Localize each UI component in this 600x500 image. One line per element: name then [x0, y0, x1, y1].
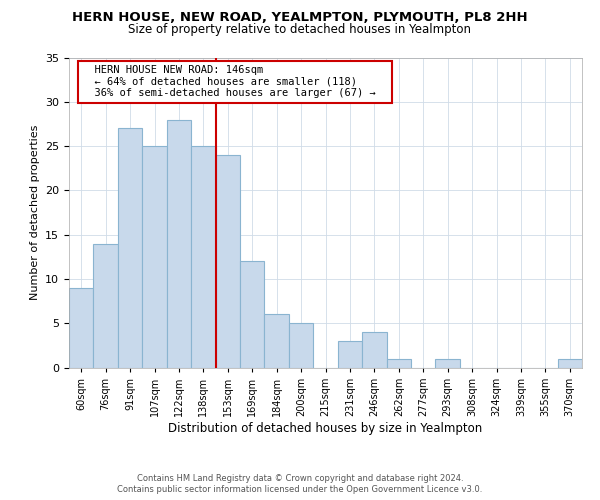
Text: HERN HOUSE, NEW ROAD, YEALMPTON, PLYMOUTH, PL8 2HH: HERN HOUSE, NEW ROAD, YEALMPTON, PLYMOUT…	[72, 11, 528, 24]
Bar	[142, 146, 167, 368]
X-axis label: Distribution of detached houses by size in Yealmpton: Distribution of detached houses by size …	[169, 422, 482, 434]
Text: Size of property relative to detached houses in Yealmpton: Size of property relative to detached ho…	[128, 24, 472, 36]
Bar	[69, 288, 94, 368]
Bar	[362, 332, 386, 368]
Text: Contains HM Land Registry data © Crown copyright and database right 2024.
Contai: Contains HM Land Registry data © Crown c…	[118, 474, 482, 494]
Bar	[94, 244, 118, 368]
Bar	[191, 146, 215, 368]
Text: HERN HOUSE NEW ROAD: 146sqm
  ← 64% of detached houses are smaller (118)
  36% o: HERN HOUSE NEW ROAD: 146sqm ← 64% of det…	[82, 65, 388, 98]
Bar	[118, 128, 142, 368]
Bar	[338, 341, 362, 367]
Y-axis label: Number of detached properties: Number of detached properties	[29, 125, 40, 300]
Bar	[240, 261, 265, 368]
Bar	[386, 358, 411, 368]
Bar	[436, 358, 460, 368]
Bar	[289, 323, 313, 368]
Bar	[215, 155, 240, 368]
Bar	[557, 358, 582, 368]
Bar	[265, 314, 289, 368]
Bar	[167, 120, 191, 368]
